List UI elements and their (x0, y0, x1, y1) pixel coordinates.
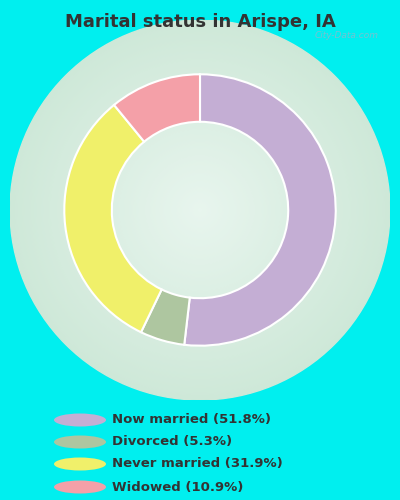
Circle shape (65, 74, 335, 345)
Circle shape (179, 188, 221, 232)
Circle shape (198, 208, 202, 212)
Circle shape (181, 191, 219, 229)
Text: Divorced (5.3%): Divorced (5.3%) (112, 436, 232, 448)
Circle shape (174, 184, 226, 236)
Text: Never married (31.9%): Never married (31.9%) (112, 458, 283, 470)
Circle shape (38, 48, 362, 372)
Circle shape (69, 80, 331, 340)
Circle shape (167, 177, 233, 244)
Circle shape (190, 200, 210, 220)
Text: Widowed (10.9%): Widowed (10.9%) (112, 480, 243, 494)
Circle shape (67, 77, 333, 343)
Circle shape (84, 94, 316, 326)
Circle shape (110, 120, 290, 300)
Circle shape (86, 96, 314, 324)
Circle shape (148, 158, 252, 262)
Circle shape (150, 160, 250, 260)
Circle shape (22, 32, 378, 388)
Circle shape (124, 134, 276, 286)
Circle shape (36, 46, 364, 374)
Circle shape (43, 53, 357, 367)
Circle shape (54, 436, 106, 448)
Circle shape (100, 110, 300, 310)
Circle shape (112, 122, 288, 298)
Wedge shape (184, 74, 336, 345)
Circle shape (31, 42, 369, 378)
Circle shape (24, 34, 376, 386)
Text: Marital status in Arispe, IA: Marital status in Arispe, IA (65, 13, 335, 31)
Circle shape (27, 36, 373, 384)
Circle shape (79, 89, 321, 331)
Circle shape (141, 150, 259, 270)
Circle shape (17, 27, 383, 393)
Circle shape (15, 24, 385, 395)
Circle shape (183, 194, 217, 226)
Circle shape (188, 198, 212, 222)
Circle shape (91, 101, 309, 320)
Circle shape (54, 414, 106, 426)
Circle shape (55, 65, 345, 355)
Circle shape (103, 112, 297, 308)
Circle shape (60, 70, 340, 350)
Circle shape (58, 68, 342, 352)
Circle shape (29, 39, 371, 381)
Circle shape (93, 103, 307, 317)
Circle shape (172, 182, 228, 238)
Circle shape (50, 60, 350, 360)
Circle shape (195, 205, 205, 215)
Circle shape (10, 20, 390, 400)
Wedge shape (141, 290, 190, 345)
Circle shape (81, 91, 319, 329)
Circle shape (62, 72, 338, 348)
Circle shape (48, 58, 352, 362)
Circle shape (114, 124, 286, 296)
Circle shape (122, 132, 278, 288)
Wedge shape (64, 105, 162, 332)
Circle shape (54, 480, 106, 494)
Circle shape (169, 179, 231, 241)
Circle shape (145, 156, 255, 264)
Circle shape (46, 56, 354, 364)
Circle shape (88, 98, 312, 322)
Circle shape (53, 62, 347, 357)
Circle shape (117, 127, 283, 293)
Circle shape (12, 22, 388, 398)
Circle shape (157, 167, 243, 253)
Circle shape (164, 174, 236, 246)
Circle shape (96, 106, 304, 314)
Circle shape (107, 118, 293, 302)
Text: City-Data.com: City-Data.com (314, 32, 378, 40)
Circle shape (20, 30, 380, 390)
Circle shape (162, 172, 238, 248)
Circle shape (136, 146, 264, 274)
Circle shape (138, 148, 262, 272)
Text: Now married (51.8%): Now married (51.8%) (112, 414, 271, 426)
Circle shape (131, 141, 269, 279)
Circle shape (119, 129, 281, 291)
Circle shape (41, 51, 359, 369)
Circle shape (134, 144, 266, 276)
Circle shape (129, 138, 271, 281)
Circle shape (176, 186, 224, 234)
Circle shape (155, 165, 245, 255)
Circle shape (74, 84, 326, 336)
Circle shape (160, 170, 240, 250)
Circle shape (105, 115, 295, 305)
Circle shape (34, 44, 366, 376)
Circle shape (193, 203, 207, 217)
Circle shape (152, 162, 248, 258)
Circle shape (72, 82, 328, 338)
Circle shape (98, 108, 302, 312)
Circle shape (76, 86, 324, 334)
Wedge shape (114, 74, 200, 142)
Circle shape (54, 458, 106, 470)
Circle shape (186, 196, 214, 224)
Circle shape (126, 136, 274, 284)
Circle shape (143, 153, 257, 267)
